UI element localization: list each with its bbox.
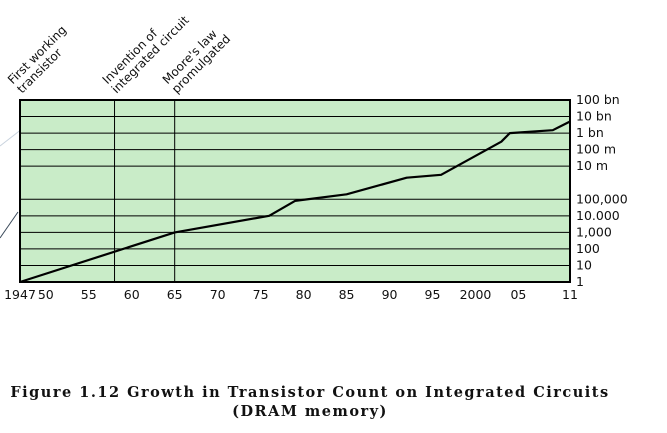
x-tick-label: 2000: [460, 287, 492, 302]
data-point: [405, 176, 408, 179]
x-tick-label: 55: [81, 287, 97, 302]
y-tick-label: 1: [576, 274, 584, 289]
y-tick-label: 100,000: [576, 191, 628, 206]
data-point: [569, 120, 571, 123]
data-point: [509, 132, 511, 134]
data-point: [345, 193, 348, 196]
data-point: [500, 140, 503, 143]
y-tick-label: 100 m: [576, 142, 616, 157]
x-tick-label: 1947: [4, 287, 36, 302]
data-point: [268, 215, 271, 217]
y-tick-label: 1 bn: [576, 125, 604, 140]
x-tick-label: 90: [382, 287, 398, 302]
y-tick-label: 10: [576, 257, 592, 272]
x-tick-label: 60: [124, 287, 140, 302]
y-tick-label: 10.000: [576, 208, 620, 223]
figure-caption: Figure 1.12 Growth in Transistor Count o…: [10, 384, 610, 401]
y-tick-label: 100: [576, 241, 600, 256]
data-point: [294, 200, 296, 202]
plot-frame: [19, 99, 571, 283]
x-tick-label: 50: [38, 287, 54, 302]
data-point: [552, 129, 554, 131]
data-point: [173, 231, 176, 234]
x-tick-label: 95: [425, 287, 441, 302]
x-tick-label: 85: [339, 287, 355, 302]
y-tick-label: 10 bn: [576, 109, 612, 124]
data-point: [440, 174, 442, 176]
data-point: [19, 281, 21, 283]
y-tick-label: 100 bn: [576, 92, 620, 107]
x-tick-label: 05: [510, 287, 526, 302]
x-tick-label: 11: [562, 287, 578, 302]
x-tick-label: 65: [167, 287, 183, 302]
x-tick-label: 75: [253, 287, 269, 302]
x-tick-label: 80: [296, 287, 312, 302]
x-tick-label: 70: [210, 287, 226, 302]
figure-caption-subtitle: (DRAM memory): [232, 403, 388, 420]
y-tick-label: 1,000: [576, 224, 612, 239]
y-tick-label: 10 m: [576, 158, 608, 173]
